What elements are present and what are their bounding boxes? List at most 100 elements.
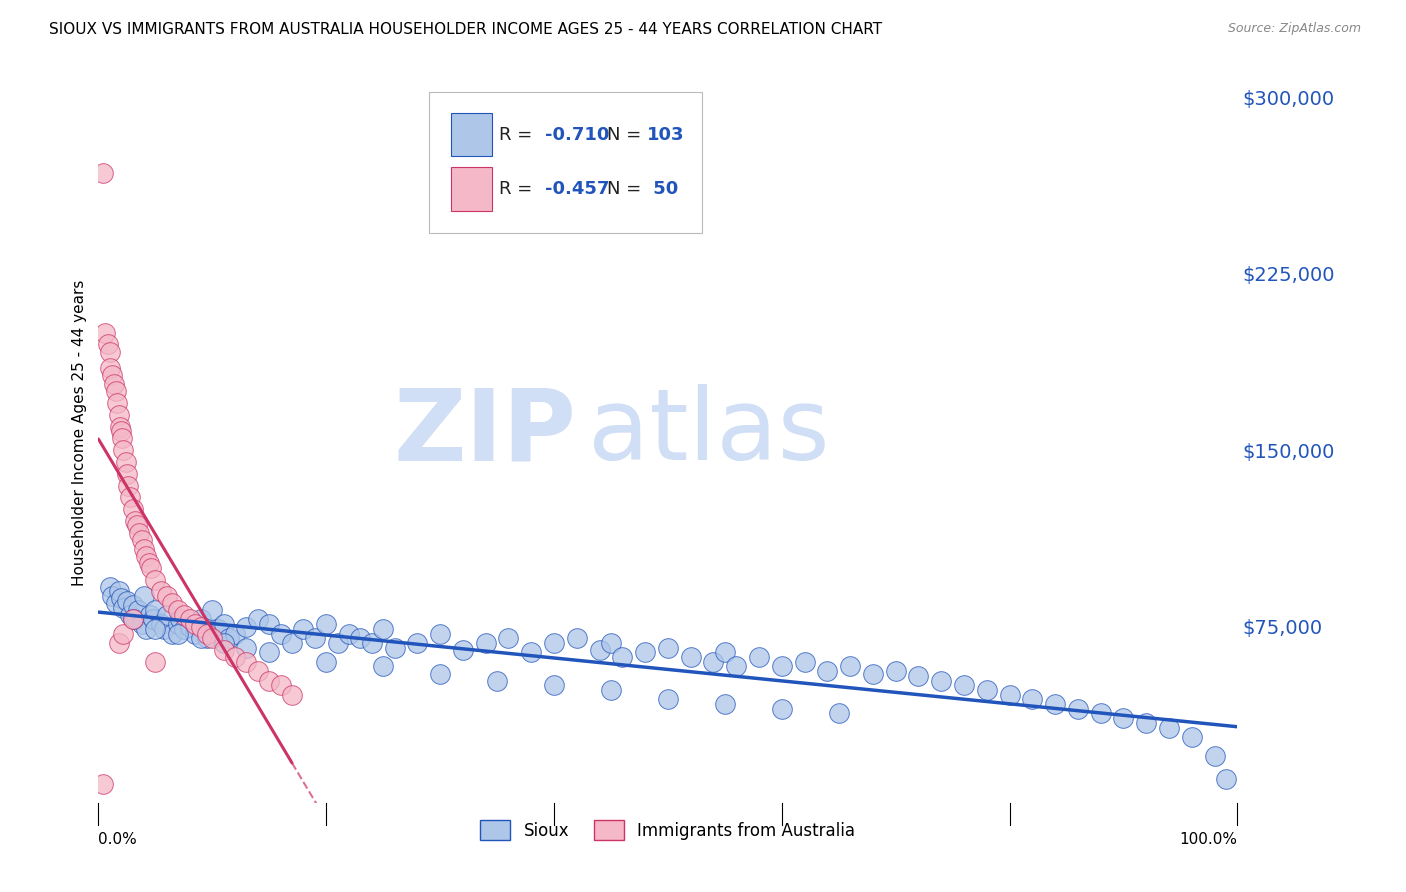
Point (108, 584, 131, 599)
Point (1204, 748, 1226, 763)
Point (179, 619, 201, 633)
Y-axis label: Householder Income Ages 25 - 44 years: Householder Income Ages 25 - 44 years (72, 279, 87, 586)
Text: -0.457: -0.457 (546, 180, 609, 198)
Point (101, 589, 124, 603)
Point (793, 655, 815, 669)
Point (105, 396, 128, 410)
Point (1157, 721, 1180, 735)
Point (429, 666, 451, 681)
Point (96, 337, 118, 351)
Point (201, 603, 224, 617)
Point (929, 673, 952, 688)
Point (127, 518, 149, 533)
Text: -0.710: -0.710 (546, 126, 609, 144)
Point (815, 664, 838, 678)
Point (212, 636, 235, 650)
Point (600, 636, 623, 650)
Point (360, 636, 382, 650)
Point (103, 377, 125, 392)
Point (304, 632, 326, 646)
Point (179, 612, 201, 626)
Point (486, 673, 509, 688)
Point (998, 688, 1021, 702)
Point (138, 556, 160, 570)
Point (150, 584, 173, 599)
Point (131, 533, 153, 547)
Point (124, 514, 146, 528)
FancyBboxPatch shape (451, 167, 492, 211)
Point (884, 664, 907, 678)
Point (907, 669, 929, 683)
Point (111, 432, 134, 446)
Point (634, 645, 657, 659)
Point (98, 580, 121, 594)
Point (281, 688, 304, 702)
Point (770, 702, 793, 716)
Point (862, 666, 884, 681)
Point (246, 664, 269, 678)
Point (121, 599, 143, 613)
Point (326, 636, 349, 650)
Point (112, 443, 135, 458)
Point (94, 326, 117, 340)
Point (120, 607, 142, 622)
Point (1135, 715, 1157, 730)
Point (429, 626, 451, 640)
Point (349, 632, 371, 646)
Point (224, 626, 246, 640)
Point (259, 673, 281, 688)
Point (371, 659, 394, 673)
Point (104, 384, 127, 399)
Point (543, 636, 565, 650)
Point (371, 622, 394, 636)
Point (110, 425, 132, 439)
Point (145, 573, 167, 587)
Point (184, 626, 207, 640)
Point (657, 692, 679, 706)
Text: 50: 50 (647, 180, 679, 198)
Point (1067, 702, 1090, 716)
Point (162, 596, 184, 610)
Point (108, 408, 131, 422)
Point (108, 419, 131, 434)
Point (104, 596, 127, 610)
Point (121, 612, 143, 626)
Point (156, 589, 179, 603)
Point (142, 612, 165, 626)
Point (115, 467, 138, 481)
Text: R =: R = (499, 180, 533, 198)
Point (156, 607, 179, 622)
Point (150, 617, 173, 632)
Point (235, 655, 257, 669)
Point (315, 655, 337, 669)
Point (124, 612, 146, 626)
Point (117, 478, 139, 492)
Point (153, 622, 176, 636)
Point (121, 502, 143, 516)
Point (195, 632, 218, 646)
Point (1021, 692, 1043, 706)
Point (138, 607, 160, 622)
Point (828, 706, 851, 721)
Point (292, 622, 315, 636)
Point (201, 632, 224, 646)
Point (167, 626, 190, 640)
Point (281, 636, 304, 650)
Point (167, 603, 190, 617)
Point (1043, 697, 1066, 711)
Point (112, 600, 135, 615)
Point (600, 683, 623, 698)
Point (98, 361, 121, 376)
Point (112, 626, 135, 640)
Point (1215, 772, 1237, 787)
FancyBboxPatch shape (451, 112, 492, 156)
Point (520, 645, 543, 659)
Point (167, 617, 190, 632)
Point (543, 678, 565, 692)
Point (588, 643, 610, 657)
Point (98, 344, 121, 359)
Point (128, 525, 150, 540)
Text: 103: 103 (647, 126, 685, 144)
Point (748, 650, 770, 665)
Point (91, 166, 114, 180)
